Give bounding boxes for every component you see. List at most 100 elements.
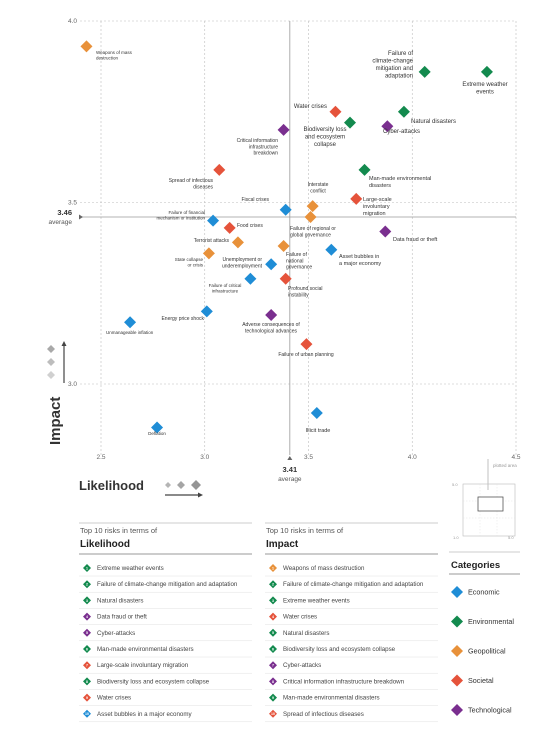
data-point[interactable] bbox=[244, 272, 257, 285]
data-point[interactable] bbox=[279, 272, 292, 285]
plotted-area-label: plotted area bbox=[493, 463, 517, 468]
average-likelihood-label: average bbox=[278, 476, 302, 483]
data-point[interactable] bbox=[277, 240, 290, 253]
list-item-label: Man-made environmental disasters bbox=[97, 646, 194, 653]
x-tick-label: 3.5 bbox=[304, 454, 313, 461]
point-label: Cyber-attacks bbox=[383, 129, 420, 135]
list-item-label: Spread of infectious diseases bbox=[283, 711, 364, 718]
list-rank: 7 bbox=[272, 664, 274, 668]
list-rank: 9 bbox=[272, 696, 274, 700]
inset-tick-label: 1.0 bbox=[453, 535, 459, 540]
list-item-label: Failure of climate-change mitigation and… bbox=[283, 581, 424, 588]
data-point[interactable] bbox=[379, 225, 392, 238]
data-point[interactable] bbox=[231, 236, 244, 249]
y-axis-title: Impact bbox=[47, 397, 64, 445]
average-impact-marker bbox=[79, 214, 83, 220]
data-point[interactable] bbox=[304, 211, 317, 224]
data-point[interactable] bbox=[344, 116, 356, 129]
list-diamond-icon bbox=[269, 580, 277, 589]
list-item-label: Extreme weather events bbox=[97, 565, 164, 572]
point-label: Biodiversity loss and ecosystem collapse bbox=[303, 127, 346, 148]
list-rank: 1 bbox=[272, 566, 274, 570]
data-point[interactable] bbox=[480, 65, 493, 78]
list-diamond-icon bbox=[83, 628, 91, 637]
list-diamond-icon bbox=[83, 661, 91, 670]
data-point[interactable] bbox=[329, 105, 342, 118]
data-point[interactable] bbox=[200, 305, 213, 318]
point-label: Failure of urban planning bbox=[278, 352, 334, 358]
list-rank: 5 bbox=[86, 631, 88, 635]
list-item-label: Large-scale involuntary migration bbox=[97, 662, 189, 669]
list-rank: 4 bbox=[86, 615, 88, 619]
data-point[interactable] bbox=[300, 338, 313, 351]
list-diamond-icon bbox=[83, 596, 91, 605]
point-label: Terrorist attacks bbox=[194, 238, 230, 244]
list-diamond-icon bbox=[83, 564, 91, 572]
list-rank: 8 bbox=[272, 680, 274, 684]
x-tick-label: 3.0 bbox=[200, 454, 209, 461]
data-point[interactable] bbox=[213, 163, 226, 176]
data-point[interactable] bbox=[265, 309, 278, 322]
list-diamond-icon bbox=[269, 709, 277, 718]
legend-item-label: Economic bbox=[468, 588, 500, 597]
data-point[interactable] bbox=[151, 421, 164, 434]
data-point[interactable] bbox=[80, 40, 93, 53]
list-item-label: Water crises bbox=[97, 695, 131, 702]
data-point[interactable] bbox=[397, 105, 410, 118]
plotted-area-inset: plotted area 5.0 1.0 5.0 bbox=[452, 459, 517, 540]
list-diamond-icon bbox=[269, 645, 277, 653]
point-label: Spread of infectious diseases bbox=[169, 178, 214, 190]
legend-diamond-icon bbox=[451, 704, 463, 716]
likelihood-top10-panel: Top 10 risks in terms of Likelihood 1 Ext… bbox=[79, 522, 252, 723]
data-point[interactable] bbox=[325, 243, 338, 256]
data-point[interactable] bbox=[306, 200, 319, 213]
point-label: Failure of regional or global governance bbox=[290, 226, 336, 238]
list-item-label: Water crises bbox=[283, 614, 317, 621]
impact-list: 1 Weapons of mass destruction 2 Failure of … bbox=[265, 564, 438, 723]
list-item-label: Failure of climate-change mitigation and… bbox=[97, 581, 238, 588]
data-point[interactable] bbox=[358, 163, 371, 176]
list-rank: 2 bbox=[86, 583, 88, 587]
categories-legend-title: Categories bbox=[451, 560, 500, 571]
list-rank: 1 bbox=[86, 566, 88, 570]
impact-top10-panel: Top 10 risks in terms of Impact 1 Weapons… bbox=[265, 522, 438, 723]
list-rank: 9 bbox=[86, 696, 88, 700]
data-point[interactable] bbox=[279, 203, 292, 216]
data-point[interactable] bbox=[350, 192, 363, 205]
list-rank: 2 bbox=[272, 583, 274, 587]
average-likelihood-value: 3.41 bbox=[283, 465, 298, 474]
legend-diamond-icon bbox=[451, 645, 463, 657]
impact-panel-subheading: Top 10 risks in terms of bbox=[266, 526, 344, 535]
list-rank: 8 bbox=[86, 680, 88, 684]
data-point[interactable] bbox=[310, 407, 323, 420]
y-tick-label: 4.0 bbox=[68, 18, 77, 25]
list-item-label: Man-made environmental disasters bbox=[283, 695, 380, 702]
data-point[interactable] bbox=[381, 120, 394, 133]
data-point[interactable] bbox=[265, 258, 278, 271]
data-point[interactable] bbox=[418, 65, 431, 78]
average-impact-value: 3.46 bbox=[57, 208, 72, 217]
data-point[interactable] bbox=[207, 214, 220, 227]
list-diamond-icon bbox=[83, 580, 91, 589]
inset-tick-label: 5.0 bbox=[508, 535, 514, 540]
impact-diamonds-icon bbox=[47, 341, 67, 383]
list-diamond-icon bbox=[269, 693, 277, 702]
data-point[interactable] bbox=[124, 316, 137, 329]
list-diamond-icon bbox=[83, 612, 91, 621]
data-point[interactable] bbox=[202, 247, 215, 260]
data-point[interactable] bbox=[277, 123, 290, 136]
y-tick-label: 3.0 bbox=[68, 381, 77, 388]
average-impact-label: average bbox=[49, 219, 73, 226]
point-label: Failure of critical infrastructure bbox=[209, 283, 242, 294]
list-diamond-icon bbox=[269, 661, 277, 670]
list-rank: 3 bbox=[272, 599, 274, 603]
y-tick-label: 3.5 bbox=[68, 200, 77, 207]
point-label: Weapons of mass destruction bbox=[96, 50, 133, 61]
categories-legend: Categories Economic Environmental Geopolit… bbox=[449, 551, 520, 716]
point-label: Profound social instability bbox=[288, 286, 322, 298]
legend-diamond-icon bbox=[451, 674, 463, 687]
average-lines bbox=[79, 21, 516, 460]
list-diamond-icon bbox=[83, 709, 91, 718]
data-point[interactable] bbox=[223, 221, 236, 234]
point-label: Energy price shock bbox=[161, 316, 204, 322]
